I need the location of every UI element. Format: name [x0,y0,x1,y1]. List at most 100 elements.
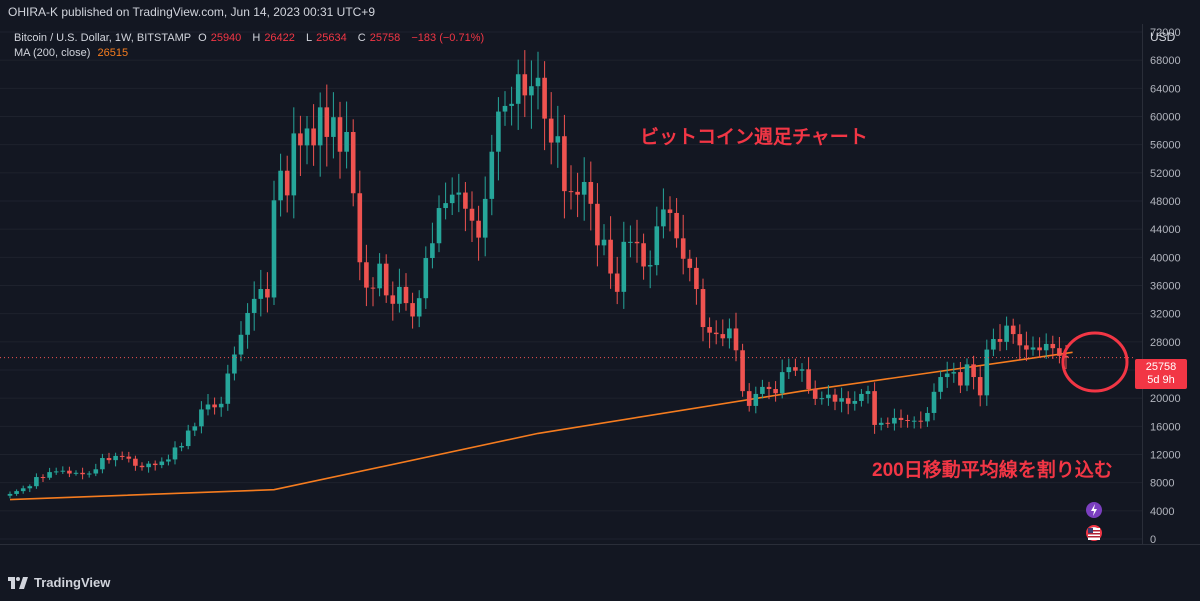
low-value: 25634 [316,32,347,44]
candle-body [133,458,138,466]
candle-body [806,369,811,390]
candle-body [106,458,112,461]
candle-body [449,194,455,204]
open-label: O [198,32,207,44]
candle-body [364,262,369,288]
y-tick-label: 0 [1150,534,1156,546]
candle-body [852,400,858,404]
candle-body [47,472,52,478]
ma-200-line [9,351,1073,501]
candle-body [27,486,33,489]
candle-body [1017,334,1023,346]
candle-body [654,226,660,266]
candle-body [350,131,356,194]
candle-body [1057,348,1062,356]
candle-body [812,389,818,399]
y-tick-label: 16000 [1150,421,1181,433]
candle-body [185,430,191,447]
lightning-icon[interactable] [1086,502,1102,518]
candle-body [746,391,752,406]
candle-body [423,258,429,299]
candle-body [634,241,640,244]
y-tick-label: 28000 [1150,337,1181,349]
candle-body [251,298,257,313]
candle-body [700,289,706,328]
y-tick-label: 60000 [1150,112,1181,124]
candle-body [753,393,759,406]
candle-body [298,133,303,146]
candle-body [304,128,310,146]
candle-body [859,393,864,401]
low-label: L [305,32,313,44]
bar-countdown: 5d 9h [1147,374,1175,386]
candle-body [225,373,231,404]
candles-layer [7,50,1069,499]
candle-body [548,118,554,143]
candle-body [641,243,646,267]
candle-body [793,367,798,371]
last-price-tag: 25758 5d 9h [1135,359,1187,389]
time-axis-footer [0,544,1200,601]
us-flag-event-icon[interactable] [1086,525,1102,541]
candle-body [403,286,409,304]
tradingview-logo[interactable]: TradingView [8,575,110,590]
candle-body [80,472,85,475]
candle-body [845,398,851,404]
candle-body [278,170,283,201]
candle-body [509,103,514,106]
candle-body [179,446,184,448]
candle-body [496,111,501,152]
candle-body [430,243,435,259]
candle-body [311,128,316,146]
candle-body [720,334,726,339]
candle-body [489,151,495,199]
candle-body [977,377,983,396]
candle-body [713,332,719,335]
candle-body [166,459,171,462]
candle-body [878,422,884,425]
candle-body [271,200,277,298]
y-tick-label: 20000 [1150,393,1181,405]
candle-body [126,456,132,459]
candle-body [832,394,838,402]
price-axis[interactable] [1142,24,1200,544]
candle-body [159,461,165,466]
y-tick-label: 52000 [1150,168,1181,180]
candle-body [377,263,382,289]
candle-body [357,193,363,263]
candle-body [773,389,778,394]
ohlc-high: H 26422 [252,32,299,44]
candle-body [14,491,19,494]
candle-body [7,493,13,496]
candle-body [410,303,415,317]
y-tick-label: 48000 [1150,196,1181,208]
ma-label: MA (200, close) [14,47,91,59]
candle-body [918,420,924,422]
candle-body [337,117,343,152]
candle-body [595,203,600,246]
candle-body [872,391,877,425]
candle-body [628,241,633,243]
candle-body [205,404,211,410]
candle-body [661,209,666,227]
candle-body [766,386,772,390]
candle-body [568,191,574,193]
candle-body [146,463,151,468]
candle-body [476,220,481,238]
candle-body [1063,355,1069,358]
candle-body [839,398,844,402]
candle-body [113,455,118,461]
ma-break-annotation: 200日移動平均線を割り込む [872,460,1113,481]
candle-body [938,377,943,392]
y-tick-label: 44000 [1150,224,1181,236]
candle-body [119,455,125,457]
highlight-circle [1061,331,1129,393]
ma-line-layer [9,351,1073,501]
candle-body [905,419,910,421]
candle-body [687,258,693,268]
chart-plot-area[interactable] [0,24,1142,544]
candle-body [786,367,792,373]
y-tick-label: 8000 [1150,478,1174,490]
candle-body [733,328,739,351]
